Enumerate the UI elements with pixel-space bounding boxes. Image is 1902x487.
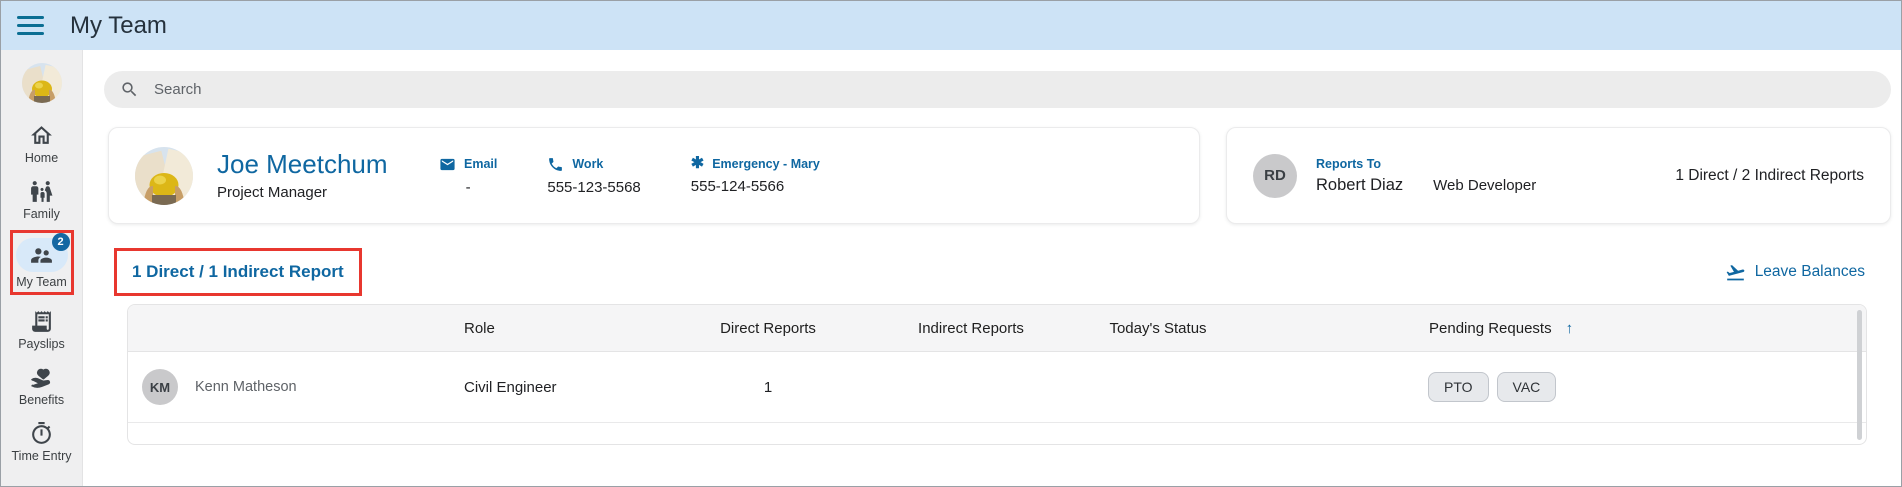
contact-label: Work bbox=[572, 157, 604, 171]
row-avatar[interactable]: KM bbox=[142, 369, 178, 405]
contact-work-phone: Work 555-123-5568 bbox=[547, 156, 640, 196]
search-input[interactable] bbox=[154, 81, 574, 98]
pto-chip[interactable]: PTO bbox=[1428, 372, 1489, 402]
sidebar-item-my-team[interactable]: 2 My Team bbox=[15, 233, 70, 289]
contact-email: Email - bbox=[439, 156, 497, 196]
benefits-icon bbox=[28, 364, 54, 390]
home-icon bbox=[29, 122, 55, 148]
reports-to-card: RD Reports To Robert Diaz Web Developer … bbox=[1226, 127, 1891, 224]
avatar-photo-icon bbox=[21, 63, 62, 103]
cell-role: Civil Engineer bbox=[464, 378, 557, 396]
table-footer-spacer bbox=[128, 423, 1866, 444]
sidebar-item-label: Benefits bbox=[18, 393, 65, 407]
contact-label: Email bbox=[464, 157, 498, 171]
table-header-row: Role Direct Reports Indirect Reports Tod… bbox=[128, 305, 1866, 352]
family-icon bbox=[29, 178, 55, 204]
stopwatch-icon bbox=[29, 420, 55, 446]
team-table: Role Direct Reports Indirect Reports Tod… bbox=[127, 304, 1867, 445]
team-icon bbox=[29, 242, 55, 268]
annotation-red-box: 1 Direct / 1 Indirect Report bbox=[114, 248, 362, 296]
sidebar-item-label: Time Entry bbox=[11, 449, 72, 463]
search-icon bbox=[122, 82, 137, 97]
emergency-asterisk-icon: ✱ bbox=[690, 155, 705, 172]
manager-reports-summary: 1 Direct / 2 Indirect Reports bbox=[1675, 166, 1864, 184]
annotation-red-box: 2 My Team bbox=[9, 230, 74, 295]
email-icon bbox=[440, 158, 455, 170]
search-bar[interactable] bbox=[104, 71, 1891, 108]
manager-name[interactable]: Robert Diaz bbox=[1316, 175, 1404, 194]
employee-photo[interactable] bbox=[135, 146, 193, 205]
sidebar-item-label: Home bbox=[24, 151, 59, 165]
sidebar-item-benefits[interactable]: Benefits bbox=[19, 364, 64, 407]
header-indirect-reports[interactable]: Indirect Reports bbox=[918, 319, 1024, 337]
header-pending-requests[interactable]: Pending Requests ↑ bbox=[1238, 320, 1866, 337]
sidebar-item-label: Family bbox=[23, 207, 60, 221]
page-title: My Team bbox=[70, 11, 167, 39]
sort-ascending-icon[interactable]: ↑ bbox=[1565, 319, 1574, 337]
row-employee-name[interactable]: Kenn Matheson bbox=[195, 379, 297, 395]
vac-chip[interactable]: VAC bbox=[1496, 372, 1557, 402]
contact-emergency-label-row[interactable]: ✱ Emergency - Mary bbox=[691, 156, 820, 172]
contact-value: 555-123-5568 bbox=[547, 178, 641, 196]
header-role[interactable]: Role bbox=[464, 319, 495, 337]
sidebar-item-payslips[interactable]: Payslips bbox=[18, 308, 65, 351]
employee-name-link[interactable]: Joe Meetchum bbox=[217, 148, 388, 179]
hamburger-menu-icon[interactable] bbox=[17, 16, 44, 35]
contact-value: - bbox=[465, 178, 471, 196]
employee-card: Joe Meetchum Project Manager Email - Wor… bbox=[108, 127, 1200, 224]
employee-job-title: Project Manager bbox=[217, 184, 328, 202]
cell-pending-requests: PTO VAC bbox=[1238, 372, 1866, 402]
contact-emergency: ✱ Emergency - Mary 555-124-5566 bbox=[690, 156, 820, 196]
cell-employee: KM Kenn Matheson bbox=[128, 369, 464, 405]
employee-identity: Joe Meetchum Project Manager bbox=[217, 150, 389, 202]
manager-info: Reports To Robert Diaz Web Developer bbox=[1316, 157, 1536, 195]
contact-value: 555-124-5566 bbox=[690, 178, 785, 195]
active-pill: 2 bbox=[15, 233, 70, 272]
header-todays-status[interactable]: Today's Status bbox=[1109, 319, 1207, 337]
sidebar-item-home[interactable]: Home bbox=[25, 122, 58, 165]
table-scrollbar[interactable] bbox=[1857, 310, 1862, 440]
contact-label: Emergency - Mary bbox=[712, 157, 820, 171]
top-bar: My Team bbox=[1, 1, 1901, 50]
sidebar-item-time-entry[interactable]: Time Entry bbox=[11, 420, 72, 463]
summary-cards-row: Joe Meetchum Project Manager Email - Wor… bbox=[108, 127, 1891, 224]
leave-balances-link[interactable]: Leave Balances bbox=[1725, 262, 1865, 283]
user-avatar[interactable] bbox=[21, 63, 62, 103]
header-pending-label: Pending Requests bbox=[1429, 319, 1552, 337]
main-content: Joe Meetchum Project Manager Email - Wor… bbox=[83, 50, 1901, 486]
direct-indirect-reports-link[interactable]: 1 Direct / 1 Indirect Report bbox=[132, 262, 344, 281]
manager-avatar[interactable]: RD bbox=[1253, 153, 1297, 198]
sidebar: Home Family 2 My Team Pa bbox=[1, 50, 83, 486]
sidebar-item-label: Payslips bbox=[18, 337, 65, 351]
airplane-takeoff-icon bbox=[1726, 264, 1745, 280]
phone-icon bbox=[549, 157, 563, 171]
contact-work-label-row[interactable]: Work bbox=[547, 156, 640, 173]
sidebar-item-family[interactable]: Family bbox=[23, 178, 60, 221]
reports-to-label: Reports To bbox=[1316, 156, 1382, 171]
contact-email-label-row[interactable]: Email bbox=[439, 156, 497, 173]
cell-direct-reports: 1 bbox=[763, 378, 773, 396]
header-direct-reports[interactable]: Direct Reports bbox=[720, 319, 816, 337]
team-count-badge: 2 bbox=[51, 233, 70, 251]
employee-photo-icon bbox=[135, 146, 193, 205]
leave-balances-label: Leave Balances bbox=[1754, 263, 1865, 280]
table-row[interactable]: KM Kenn Matheson Civil Engineer 1 PTO VA… bbox=[128, 352, 1866, 423]
team-section-header: 1 Direct / 1 Indirect Report Leave Balan… bbox=[114, 248, 1891, 296]
payslip-icon bbox=[28, 308, 54, 334]
manager-role: Web Developer bbox=[1433, 176, 1537, 194]
sidebar-item-label: My Team bbox=[16, 275, 67, 289]
